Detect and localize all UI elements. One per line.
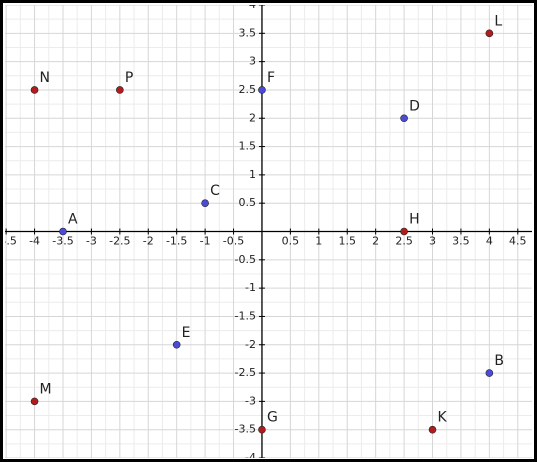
point-label: P	[125, 70, 133, 86]
x-tick-label: 4.5	[509, 235, 527, 248]
point-label: E	[182, 325, 191, 341]
point	[258, 86, 266, 94]
y-tick-label: 2.5	[238, 83, 256, 96]
point-label: K	[438, 410, 448, 426]
y-tick-label: 1.5	[238, 140, 256, 153]
point	[400, 227, 408, 236]
x-tick-label: -0.5	[223, 235, 244, 248]
point	[116, 86, 124, 94]
x-tick-label: -4.5	[0, 235, 17, 248]
x-tick-label: -2.5	[109, 235, 130, 248]
y-tick-label: 0.5	[238, 196, 256, 209]
x-tick-label: 3	[429, 235, 436, 248]
point-label: L	[494, 13, 502, 29]
y-tick-label: 2	[249, 111, 256, 124]
point	[485, 29, 494, 38]
x-tick-label: 0.5	[282, 235, 300, 248]
x-tick-label: 4	[486, 235, 493, 248]
point	[59, 227, 67, 236]
y-tick-label: -1	[245, 281, 256, 294]
x-tick-label: -2	[143, 235, 154, 248]
x-tick-label: -1	[200, 235, 211, 248]
x-tick-label: 3.5	[452, 235, 470, 248]
y-tick-label: -0.5	[234, 253, 255, 266]
point-label: B	[494, 353, 504, 369]
y-tick-label: 3	[249, 55, 256, 68]
x-tick-label: 1.5	[338, 235, 356, 248]
point	[30, 397, 39, 406]
point	[258, 425, 266, 434]
y-tick-label: -4	[245, 451, 256, 462]
y-tick-label: -1.5	[234, 309, 255, 322]
y-tick-label: -2.5	[234, 366, 255, 379]
point-label: N	[40, 70, 50, 86]
point-label: D	[409, 98, 420, 114]
point-label: G	[267, 410, 278, 426]
x-tick-label: 1	[315, 235, 322, 248]
x-tick-label: 2	[372, 235, 379, 248]
x-tick-label: 2.5	[395, 235, 413, 248]
y-tick-label: 1	[249, 168, 256, 181]
y-tick-label: 4	[249, 0, 256, 11]
point	[428, 425, 437, 434]
point-label: A	[68, 212, 78, 228]
x-tick-label: -3.5	[52, 235, 73, 248]
x-tick-label: -1.5	[166, 235, 187, 248]
point	[172, 340, 181, 349]
point-label: C	[210, 183, 220, 199]
y-tick-label: -3	[245, 394, 256, 407]
x-tick-label: -3	[86, 235, 97, 248]
y-tick-label: -3.5	[234, 423, 255, 436]
y-tick-label: 3.5	[238, 26, 256, 39]
point	[201, 199, 209, 207]
y-tick-label: -2	[245, 338, 256, 351]
point-label: F	[267, 70, 275, 86]
point-label: H	[409, 212, 420, 228]
point	[485, 369, 494, 377]
point	[400, 114, 408, 123]
point-label: M	[40, 381, 52, 397]
x-tick-label: -4	[29, 235, 40, 248]
point	[30, 86, 39, 94]
